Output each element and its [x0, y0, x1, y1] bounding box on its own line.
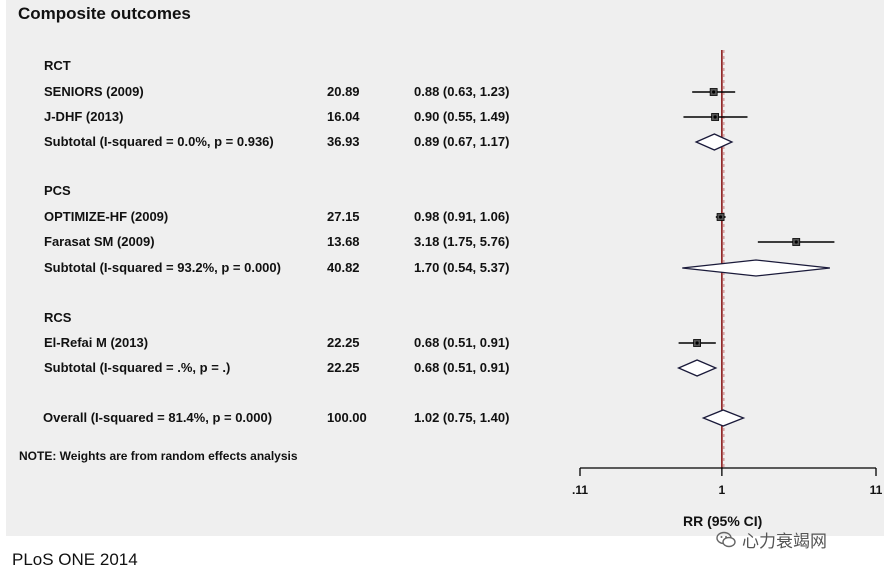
point-dot: [718, 215, 723, 219]
row-ci-text: 1.02 (0.75, 1.40): [414, 410, 510, 425]
watermark-text: 心力衰竭网: [742, 532, 827, 551]
row-label: OPTIMIZE-HF (2009): [44, 209, 169, 224]
row-label: SENIORS (2009): [44, 84, 144, 99]
x-axis-label: RR (95% CI): [683, 513, 763, 529]
row-ci-text: 0.68 (0.51, 0.91): [414, 335, 510, 350]
row-ci-text: 0.68 (0.51, 0.91): [414, 360, 510, 375]
group-label: RCS: [44, 310, 72, 325]
subtotal-diamond: [694, 133, 734, 151]
row-weight: 20.89: [327, 84, 360, 99]
row-ci-text: 0.88 (0.63, 1.23): [414, 84, 510, 99]
group-label: RCT: [44, 58, 71, 73]
row-label: Subtotal (I-squared = .%, p = .): [44, 360, 231, 375]
subtotal-diamond: [682, 259, 830, 277]
point-dot: [695, 341, 699, 345]
row-ci-text: 3.18 (1.75, 5.76): [414, 234, 510, 249]
point-dot: [794, 240, 798, 244]
row-weight: 36.93: [327, 134, 360, 149]
row-weight: 16.04: [327, 109, 360, 124]
row-weight: 13.68: [327, 234, 360, 249]
row-weight: 22.25: [327, 335, 360, 350]
row-ci-text: 1.70 (0.54, 5.37): [414, 260, 510, 275]
row-label: Subtotal (I-squared = 93.2%, p = 0.000): [44, 260, 281, 275]
row-ci-text: 0.98 (0.91, 1.06): [414, 209, 510, 224]
row-label: Farasat SM (2009): [44, 234, 155, 249]
source-caption: PLoS ONE 2014: [12, 550, 138, 569]
chart-title: Composite outcomes: [18, 4, 191, 23]
row-weight: 40.82: [327, 260, 360, 275]
point-dot: [712, 90, 716, 94]
overall-diamond: [701, 409, 746, 427]
row-weight: 27.15: [327, 209, 360, 224]
row-weight: 22.25: [327, 360, 360, 375]
x-tick-label: .11: [572, 483, 588, 497]
subtotal-diamond: [676, 359, 718, 377]
row-label: El-Refai M (2013): [44, 335, 149, 350]
row-label: Overall (I-squared = 81.4%, p = 0.000): [43, 410, 273, 425]
watermark: 心力衰竭网: [716, 527, 827, 552]
row-ci-text: 0.89 (0.67, 1.17): [414, 134, 510, 149]
row-ci-text: 0.90 (0.55, 1.49): [414, 109, 510, 124]
row-weight: 100.00: [327, 410, 367, 425]
x-tick-label: 1: [719, 483, 726, 497]
note-text: NOTE: Weights are from random effects an…: [19, 449, 298, 463]
group-label: PCS: [44, 183, 71, 198]
row-label: Subtotal (I-squared = 0.0%, p = 0.936): [44, 134, 274, 149]
chat-bubble-icon: [716, 531, 736, 547]
point-dot: [713, 115, 717, 119]
x-tick-label: 11: [870, 483, 883, 497]
row-label: J-DHF (2013): [44, 109, 124, 124]
